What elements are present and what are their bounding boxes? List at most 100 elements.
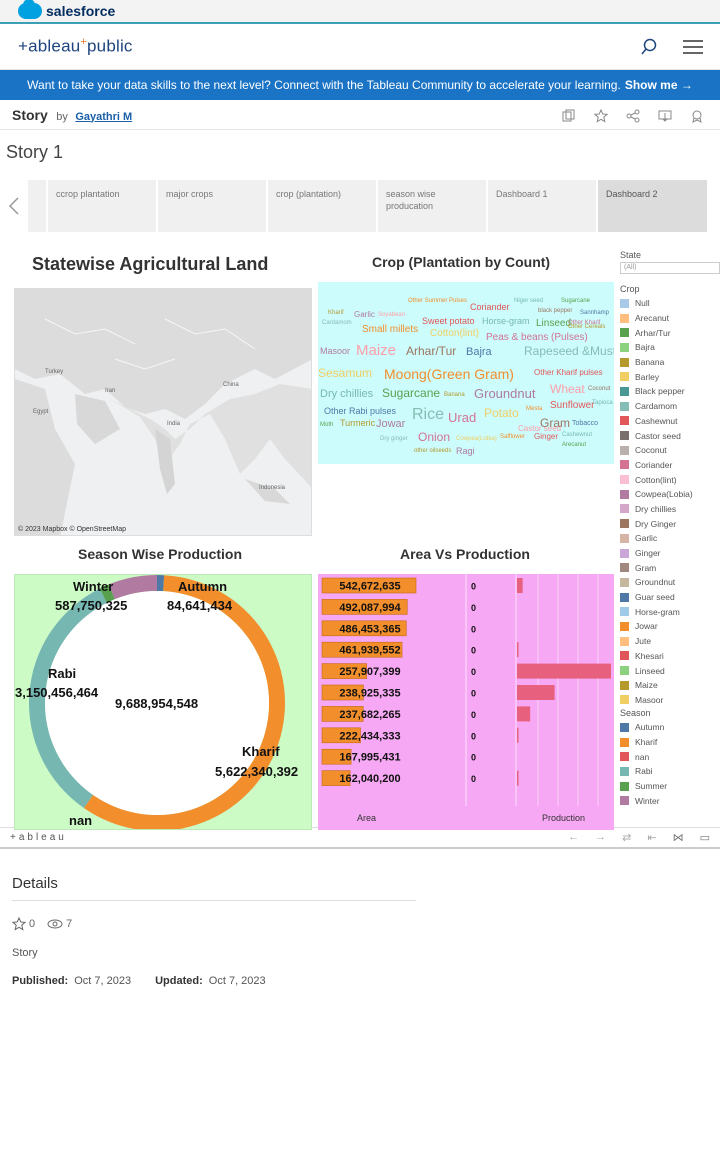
cloud-word[interactable]: Coconut [588, 386, 611, 392]
favorite-star-icon[interactable] [592, 107, 610, 125]
cloud-word[interactable]: Other Kharif [568, 320, 601, 326]
production-bar[interactable] [517, 578, 523, 593]
cloud-word[interactable]: Niger seed [514, 298, 544, 304]
download-icon[interactable] [656, 107, 674, 125]
production-bar[interactable] [517, 685, 555, 700]
cloud-word[interactable]: Castor seed [518, 424, 562, 433]
cloud-word[interactable]: Tapioca [592, 400, 613, 406]
cloud-word[interactable]: Kharif [328, 310, 344, 316]
crop-legend-item[interactable]: Khesari [620, 649, 720, 664]
crop-legend-item[interactable]: Coconut [620, 443, 720, 458]
donut-slice-winter[interactable] [108, 575, 157, 600]
cloud-word[interactable]: Small millets [362, 324, 419, 335]
cloud-word[interactable]: Bajra [466, 346, 492, 358]
crop-legend-item[interactable]: Castor seed [620, 428, 720, 443]
nav-point-ccrop-plantation[interactable]: ccrop plantation [48, 180, 158, 232]
cloud-word[interactable]: black pepper [538, 308, 573, 314]
season-legend-item[interactable]: Kharif [620, 735, 720, 750]
donut-slice-rabi[interactable] [29, 588, 107, 809]
cloud-word[interactable]: Sweet potato [422, 316, 475, 326]
crop-legend-item[interactable]: Gram [620, 560, 720, 575]
area-bar[interactable] [321, 599, 408, 615]
cloud-word[interactable]: Gram [540, 416, 570, 430]
share-icon[interactable] [624, 107, 642, 125]
map-view[interactable]: Turkey Iran Egypt China India Indonesia … [14, 288, 312, 536]
salesforce-logo[interactable]: salesforce [18, 0, 115, 19]
cloud-word[interactable]: Urad [448, 410, 477, 425]
show-me-link[interactable]: Show me → [624, 78, 693, 92]
cloud-word[interactable]: Rapeseed &Mustard [524, 344, 614, 358]
cloud-word[interactable]: Wheat [550, 382, 585, 396]
crop-legend-item[interactable]: Horse-gram [620, 604, 720, 619]
nav-point-dashboard-2[interactable]: Dashboard 2 [598, 180, 709, 232]
cloud-word[interactable]: Sesamum [318, 366, 373, 380]
nav-prev-arrow[interactable] [0, 180, 28, 232]
cloud-word[interactable]: Potato [484, 406, 519, 420]
area-bar[interactable] [321, 663, 367, 679]
nav-point-season-wise[interactable]: season wise producation [378, 180, 488, 232]
cloud-word[interactable]: Coriander [470, 302, 510, 312]
crop-legend-item[interactable]: Cardamom [620, 399, 720, 414]
cloud-word[interactable]: Sunflower [550, 400, 595, 411]
crop-legend-item[interactable]: Cotton(lint) [620, 472, 720, 487]
cloud-word[interactable]: Cowpea(Lobia) [456, 436, 497, 442]
cloud-word[interactable]: Ragi [456, 446, 475, 456]
crop-legend-item[interactable]: Arecanut [620, 311, 720, 326]
cloud-word[interactable]: Linseed [536, 318, 572, 329]
cloud-word[interactable]: Banana [444, 392, 465, 398]
cloud-word[interactable]: Cardamom [322, 320, 352, 326]
crop-legend-item[interactable]: Guar seed [620, 590, 720, 605]
word-cloud[interactable]: Other Summer Pulses Coriander Niger seed Su… [318, 282, 614, 464]
area-bar[interactable] [321, 620, 407, 637]
redo-icon[interactable]: → [595, 831, 607, 843]
badge-icon[interactable] [688, 107, 706, 125]
toolbar-share-icon[interactable]: ⋈ [672, 832, 684, 844]
cloud-word[interactable]: Jowar [376, 418, 406, 430]
cloud-word[interactable]: Other Kharif pulses [534, 368, 603, 377]
season-legend-item[interactable]: Autumn [620, 720, 720, 735]
cloud-word[interactable]: Other Cereals [568, 324, 606, 330]
crop-legend-item[interactable]: Jute [620, 634, 720, 649]
crop-legend-item[interactable]: Ginger [620, 546, 720, 561]
area-bar[interactable] [321, 748, 352, 765]
nav-point-crop-plantation[interactable]: crop (plantation) [268, 180, 378, 232]
crop-legend-item[interactable]: Cashewnut [620, 414, 720, 429]
crop-legend-item[interactable]: Arhar/Tur [620, 325, 720, 340]
cloud-word[interactable]: Ginger [534, 432, 559, 441]
area-bar[interactable] [321, 577, 417, 594]
state-filter-select[interactable]: (All) [620, 262, 720, 274]
area-bar[interactable] [321, 727, 361, 744]
cloud-word[interactable]: Moong(Green Gram) [384, 366, 514, 382]
crop-legend-item[interactable]: Groundnut [620, 575, 720, 590]
cloud-word[interactable]: Rice [412, 406, 445, 423]
season-legend-item[interactable]: Winter [620, 793, 720, 808]
cloud-word[interactable]: Garlic [354, 310, 375, 319]
cloud-word[interactable]: Mesta [526, 406, 543, 412]
cloud-word[interactable]: Safflower [500, 434, 525, 440]
cloud-word[interactable]: Dry chillies [320, 388, 374, 400]
crop-legend-item[interactable]: Coriander [620, 458, 720, 473]
toolbar-download-icon[interactable]: ▭ [699, 832, 710, 844]
season-legend-item[interactable]: Rabi [620, 764, 720, 779]
season-legend-item[interactable]: nan [620, 749, 720, 764]
production-bar[interactable] [517, 642, 519, 658]
tableau-toolbar-logo[interactable]: +ableau [10, 832, 67, 843]
production-bar[interactable] [517, 706, 531, 722]
hamburger-menu-icon[interactable] [682, 36, 704, 58]
crop-legend-item[interactable]: Black pepper [620, 384, 720, 399]
crop-legend-item[interactable]: Masoor [620, 693, 720, 708]
crop-legend-item[interactable]: Dry Ginger [620, 516, 720, 531]
cloud-word[interactable]: Turmeric [340, 418, 376, 428]
crop-legend-item[interactable]: Barley [620, 369, 720, 384]
cloud-word[interactable]: Cashewnut [562, 432, 593, 438]
cloud-word[interactable]: Sugarcane [561, 298, 591, 304]
revert-icon[interactable]: ⇄ [622, 832, 632, 844]
area-bar[interactable] [321, 641, 403, 658]
cloud-word[interactable]: Cotton(lint) [430, 328, 479, 339]
production-bar[interactable] [517, 770, 519, 786]
cloud-word[interactable]: other oilseeds [414, 448, 452, 454]
cloud-word[interactable]: Soyabean [378, 312, 406, 318]
crop-legend-item[interactable]: Cowpea(Lobia) [620, 487, 720, 502]
area-production-chart[interactable]: 542,672,635 0 492,087,994 0 486,453,365 0 461,… [318, 574, 614, 830]
search-icon[interactable] [638, 36, 660, 58]
